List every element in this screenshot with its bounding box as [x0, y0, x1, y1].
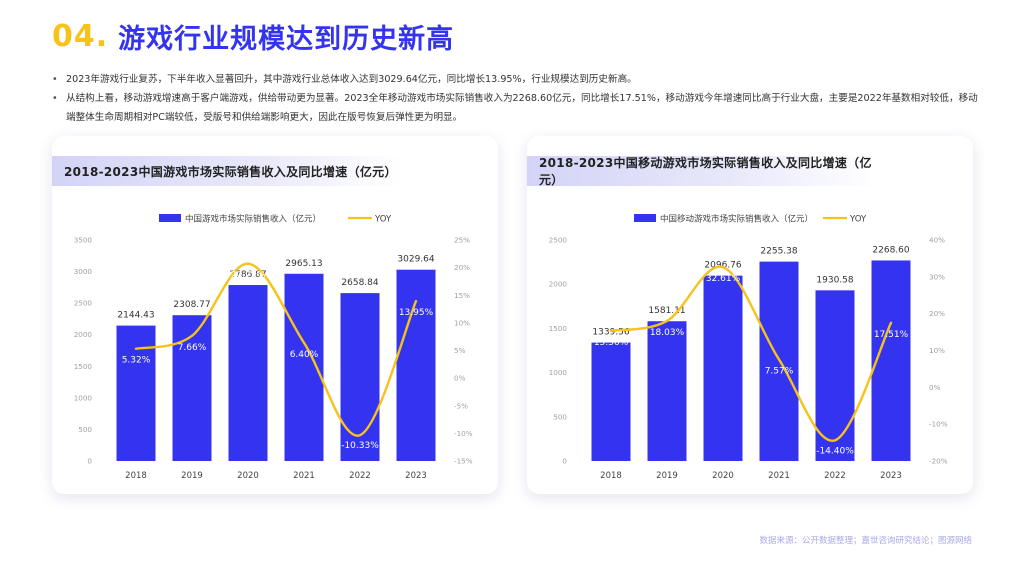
legend-bar-swatch — [634, 214, 656, 222]
bar-value-label: 1930.58 — [816, 275, 853, 285]
bullet-2: 从结构上看，移动游戏增速高于客户端游戏，供给带动更为显著。2023全年移动游戏市… — [52, 89, 982, 127]
y-tick-label: 2500 — [549, 236, 568, 245]
yoy-value-label: 18.03% — [650, 328, 685, 338]
bar-value-label: 2096.76 — [704, 261, 741, 271]
y2-tick-label: 20% — [454, 263, 470, 272]
y-tick-label: 2500 — [74, 299, 93, 308]
chart-title-total: 2018-2023中国游戏市场实际销售收入及同比增速（亿元） — [52, 156, 402, 186]
legend-line-label: YOY — [849, 215, 867, 225]
x-tick-label: 2020 — [237, 471, 259, 481]
chart-mobile: 中国移动游戏市场实际销售收入（亿元） YOY 0 500 1000 1500 2000 250… — [549, 214, 948, 482]
yoy-value-label: 6.40% — [290, 350, 319, 360]
y2-tick-label: 25% — [454, 236, 470, 245]
bar — [396, 269, 436, 461]
bar-value-label: 2786.87 — [229, 270, 266, 280]
chart-title-mobile: 2018-2023中国移动游戏市场实际销售收入及同比增速（亿元） — [527, 156, 877, 187]
y-tick-label: 3500 — [74, 236, 93, 245]
y-tick-label: 0 — [562, 457, 567, 466]
bar-value-label: 1581.11 — [648, 306, 685, 316]
y-tick-label: 1000 — [549, 368, 568, 377]
page-title: 04. 游戏行业规模达到历史新高 — [52, 14, 454, 58]
section-title: 游戏行业规模达到历史新高 — [118, 23, 455, 55]
bar-value-label: 2658.84 — [341, 278, 378, 288]
y2-tick-label: -10% — [454, 429, 473, 438]
y-tick-label: 2000 — [549, 280, 568, 289]
bar — [172, 315, 212, 461]
yoy-value-label: 20.71% — [231, 271, 266, 281]
x-tick-label: 2021 — [293, 471, 315, 481]
y2-tick-label: 10% — [454, 318, 470, 327]
summary-bullets: 2023年游戏行业复苏，下半年收入显著回升，其中游戏行业总体收入达到3029.6… — [52, 70, 982, 127]
data-source: 数据来源：公开数据整理；嘉世咨询研究结论；图源网络 — [759, 536, 972, 546]
bar-value-label: 3029.64 — [397, 255, 434, 265]
yoy-value-label: -10.33% — [341, 441, 379, 451]
y-tick-label: 0 — [87, 457, 92, 466]
bar — [228, 285, 268, 461]
y2-tick-label: 40% — [929, 236, 945, 245]
x-tick-label: 2023 — [405, 471, 427, 481]
bar-value-label: 2144.43 — [117, 311, 154, 321]
y2-tick-label: -15% — [454, 457, 473, 466]
yoy-value-label: -14.40% — [816, 446, 854, 456]
chart-legend: 中国移动游戏市场实际销售收入（亿元） YOY — [634, 214, 867, 225]
y-tick-label: 1500 — [74, 362, 93, 371]
bar-value-label: 2965.13 — [285, 259, 322, 269]
chart-panel-total: 2018-2023中国游戏市场实际销售收入及同比增速（亿元） 中国游戏市场实际销… — [52, 136, 498, 494]
bar-value-label: 2255.38 — [760, 247, 797, 257]
legend-line-label: YOY — [374, 215, 392, 225]
y2-tick-label: -20% — [929, 457, 948, 466]
legend-bar-label: 中国游戏市场实际销售收入（亿元） — [185, 214, 321, 225]
x-tick-label: 2020 — [712, 471, 734, 481]
bar-value-label: 1339.56 — [592, 328, 629, 338]
bar — [647, 321, 687, 461]
y2-tick-label: -10% — [929, 420, 948, 429]
x-tick-label: 2022 — [824, 471, 846, 481]
yoy-line — [609, 265, 893, 442]
yoy-value-label: 13.95% — [399, 308, 434, 318]
x-tick-label: 2018 — [600, 471, 622, 481]
yoy-value-label: 5.32% — [122, 356, 151, 366]
legend-bar-swatch — [159, 214, 181, 222]
section-number: 04. — [52, 18, 109, 54]
bar — [871, 260, 911, 461]
y2-tick-label: 0% — [929, 383, 941, 392]
chart-total: 中国游戏市场实际销售收入（亿元） YOY 0 500 1000 1500 2000 2500 3… — [74, 214, 473, 482]
x-tick-label: 2023 — [880, 471, 902, 481]
bullet-1: 2023年游戏行业复苏，下半年收入显著回升，其中游戏行业总体收入达到3029.6… — [52, 70, 982, 89]
y2-tick-label: 20% — [929, 309, 945, 318]
bar — [116, 325, 156, 461]
bar — [815, 290, 855, 461]
y2-tick-label: 10% — [929, 346, 945, 355]
y2-tick-label: 30% — [929, 272, 945, 281]
bar — [340, 293, 380, 461]
yoy-line — [134, 262, 418, 437]
bar — [591, 342, 631, 461]
x-tick-label: 2022 — [349, 471, 371, 481]
y-tick-label: 2000 — [74, 330, 93, 339]
y-tick-label: 500 — [78, 425, 92, 434]
legend-bar-label: 中国移动游戏市场实际销售收入（亿元） — [660, 214, 813, 225]
y2-tick-label: -5% — [454, 401, 468, 410]
yoy-value-label: 17.51% — [874, 330, 909, 340]
y-tick-label: 3000 — [74, 267, 93, 276]
y-tick-label: 1000 — [74, 393, 93, 402]
yoy-value-label: 7.57% — [765, 366, 794, 376]
yoy-value-label: 15.36% — [594, 338, 629, 348]
x-tick-label: 2019 — [656, 471, 678, 481]
y2-tick-label: 5% — [454, 346, 466, 355]
y2-tick-label: 0% — [454, 374, 466, 383]
yoy-value-label: 7.66% — [178, 343, 207, 353]
bar-value-label: 2308.77 — [173, 300, 210, 310]
y2-tick-label: 15% — [454, 291, 470, 300]
x-tick-label: 2019 — [181, 471, 203, 481]
chart-panel-mobile: 2018-2023中国移动游戏市场实际销售收入及同比增速（亿元） 中国移动游戏市… — [527, 136, 973, 494]
x-tick-label: 2021 — [768, 471, 790, 481]
bar-value-label: 2268.60 — [872, 245, 909, 255]
yoy-value-label: 32.61% — [706, 274, 741, 284]
y-tick-label: 500 — [553, 412, 567, 421]
x-tick-label: 2018 — [125, 471, 147, 481]
bar — [703, 275, 743, 461]
chart-legend: 中国游戏市场实际销售收入（亿元） YOY — [159, 214, 392, 225]
y-tick-label: 1500 — [549, 324, 568, 333]
